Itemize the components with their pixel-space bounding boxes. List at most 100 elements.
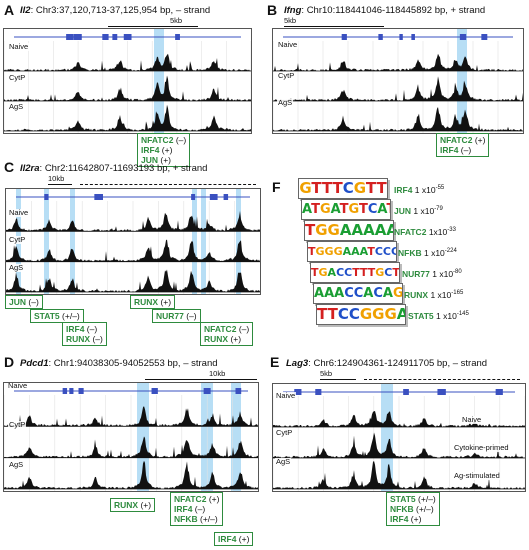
tf-box: RUNX (+)	[110, 498, 156, 512]
motif-base: G	[348, 202, 359, 217]
tf-name: NFKB	[174, 514, 198, 524]
side-label-cytokine-primed: Cytokine-primed	[453, 443, 510, 452]
scale-bar-line	[108, 26, 198, 27]
pvalue-exp: -165	[451, 290, 464, 296]
tf-sign: (+)	[410, 514, 422, 524]
motif-base: G	[318, 266, 328, 279]
track-label-ags: AgS	[8, 460, 25, 469]
track-label-cytp: CytP	[275, 428, 294, 437]
motif-pvalue: RUNX 1 x10-165	[404, 288, 463, 300]
motif-base: C	[382, 245, 391, 258]
gene-exon	[96, 194, 103, 200]
tf-line: RUNX (+)	[134, 297, 171, 307]
track-label-cytp: CytP	[8, 73, 27, 82]
pvalue-base: 1 x10	[423, 247, 445, 258]
scale-bar-label: 10kb	[48, 174, 65, 183]
gene-name: Lag3	[286, 358, 309, 369]
gene-exon	[481, 34, 488, 40]
tf-line: IRF4 (–)	[66, 324, 103, 334]
motif-tf-name: STAT5	[408, 310, 434, 321]
track-label-ags: AgS	[8, 263, 25, 272]
motif-base: A	[382, 286, 393, 301]
motif-tf-name: JUN	[394, 205, 412, 216]
gene-exon	[495, 389, 503, 395]
panel-c: C Il2ra: Chr2:11642807-11693193 bp, + st…	[0, 158, 264, 354]
tf-line: RUNX (–)	[66, 334, 103, 344]
coverage-track	[273, 53, 523, 71]
tf-sign: (+)	[161, 145, 173, 155]
tf-sign: (–)	[238, 324, 250, 334]
tf-sign: (+/–)	[418, 494, 436, 504]
motif-base: A	[327, 266, 337, 279]
coverage-track	[273, 107, 523, 131]
strand-arrow-line	[364, 379, 520, 380]
tf-line: IRF4 (–)	[440, 145, 485, 155]
motif-base: G	[375, 266, 385, 279]
motif-base: T	[359, 266, 368, 279]
gene-exon	[44, 194, 49, 200]
scale-bar: 5kb	[320, 370, 524, 382]
motif-base: A	[363, 286, 374, 301]
panel-label: D	[4, 354, 15, 370]
motif-sequence: GTTTCGTT	[299, 179, 387, 198]
track-svg	[6, 189, 260, 294]
motif-base: T	[376, 179, 387, 197]
motif-base: T	[365, 179, 377, 197]
motif-base: A	[359, 245, 368, 258]
panel-title: Il2ra: Chr2:11642807-11693193 bp, + stra…	[20, 163, 207, 174]
motif-base: T	[327, 305, 338, 323]
coverage-track	[4, 75, 251, 101]
motif-base: C	[384, 266, 393, 279]
track-svg	[273, 29, 523, 133]
panel-label: E	[270, 354, 280, 370]
motif-base: A	[302, 202, 312, 217]
highlight-band	[201, 189, 206, 294]
tf-line: NFATC2 (+)	[174, 494, 219, 504]
coverage-track	[6, 210, 260, 232]
motif-base: T	[386, 202, 390, 217]
panel-title: Pdcd1: Chr1:94038305-94052553 bp, – stra…	[20, 358, 218, 369]
track-view: Naive CytP AgS	[272, 28, 524, 134]
motif-base: A	[314, 286, 325, 301]
pvalue-exp: -80	[453, 269, 462, 275]
gene-exon	[69, 388, 74, 394]
pvalue-exp: -33	[447, 227, 456, 233]
gene-exon	[123, 34, 132, 40]
tf-box: NFATC2 (–) IRF4 (+) JUN (+)	[137, 133, 191, 167]
motif-pvalue: NFATC2 1x10-33	[394, 225, 456, 237]
scale-bar-line	[145, 379, 257, 380]
tf-sign: (–)	[186, 311, 197, 321]
motif-base: G	[324, 245, 334, 258]
motif-base: A	[386, 221, 393, 239]
tf-sign: (+)	[160, 155, 172, 165]
gene-exon	[78, 388, 84, 394]
motif-sequence: TGGGAAATCCCC	[308, 242, 396, 261]
motif-tf-name: RUNX	[404, 289, 429, 300]
motif-base: T	[311, 179, 322, 197]
motif-logo: GTTTCGTT	[298, 178, 388, 199]
tf-sign: (+)	[238, 534, 250, 544]
gene-exon	[62, 388, 68, 394]
motif-sequence: TGACCTTTGCTT	[311, 263, 399, 282]
motif-base: G	[299, 179, 312, 197]
motif-base: G	[315, 245, 325, 258]
panel-label: C	[4, 159, 15, 175]
tf-box: IRF4 (+)	[214, 532, 254, 546]
side-label-ag-stimulated: Ag-stimulated	[453, 471, 501, 480]
highlight-band	[154, 29, 164, 133]
panel-label: A	[4, 2, 15, 18]
gene-coords: : Chr6:124904361-124911705 bp, – strand	[308, 358, 488, 369]
track-label-cytp: CytP	[8, 235, 27, 244]
tf-name: STAT5	[390, 494, 416, 504]
tf-name: JUN	[9, 297, 27, 307]
tf-sign: (+)	[208, 494, 220, 504]
scale-bar: 5kb	[108, 17, 198, 29]
highlight-band	[44, 189, 49, 294]
motif-logo: ATGATGTCAT	[301, 199, 391, 220]
motif-base: T	[352, 266, 360, 279]
motif-pvalue: JUN 1 x10-79	[394, 204, 443, 216]
tf-line: NFKB (+/–)	[174, 514, 219, 524]
motif-pvalue: NFKB 1 x10-224	[398, 246, 457, 258]
tf-line: NFKB (+/–)	[390, 504, 436, 514]
motif-stack: GTTTCGTT IRF4 1 x10-55 ATGATGTCAT JUN 1 …	[298, 178, 528, 328]
